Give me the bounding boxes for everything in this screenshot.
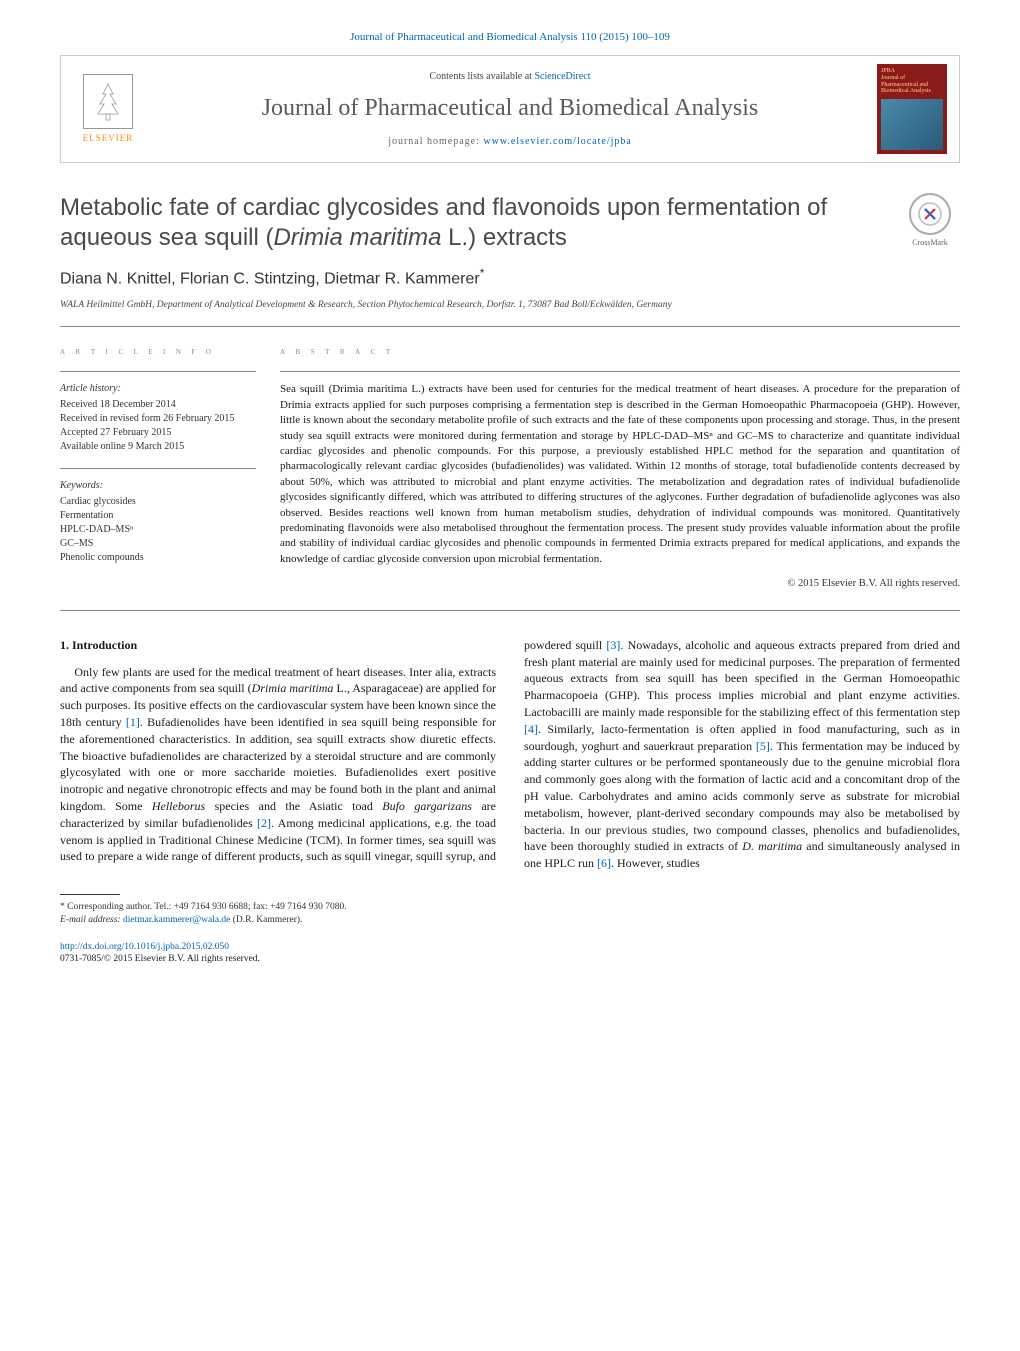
title-italic: Drimia maritima xyxy=(273,224,441,251)
history-line: Received 18 December 2014 xyxy=(60,398,256,412)
keywords-label: Keywords: xyxy=(60,479,256,493)
article-title: Metabolic fate of cardiac glycosides and… xyxy=(60,193,880,253)
footnote-block: * Corresponding author. Tel.: +49 7164 9… xyxy=(60,894,960,927)
rule-meta-1 xyxy=(60,371,256,372)
ref-link[interactable]: [6] xyxy=(597,856,611,870)
issn-copyright: 0731-7085/© 2015 Elsevier B.V. All right… xyxy=(60,953,960,966)
body-text: species and the Asiatic toad xyxy=(205,799,382,813)
cover-image xyxy=(881,99,943,151)
ref-link[interactable]: [2] xyxy=(257,816,271,830)
journal-center: Contents lists available at ScienceDirec… xyxy=(155,70,865,150)
rule-meta-2 xyxy=(60,468,256,469)
email-link[interactable]: dietmar.kammerer@wala.de xyxy=(123,915,230,925)
rule-bottom xyxy=(60,610,960,611)
history-label: Article history: xyxy=(60,382,256,396)
history-line: Received in revised form 26 February 201… xyxy=(60,412,256,426)
abstract-col: a b s t r a c t Sea squill (Drimia marit… xyxy=(280,345,960,591)
homepage-prefix: journal homepage: xyxy=(388,136,483,147)
journal-header-line: Journal of Pharmaceutical and Biomedical… xyxy=(60,30,960,45)
authors: Diana N. Knittel, Florian C. Stintzing, … xyxy=(60,265,960,291)
ref-link[interactable]: [4] xyxy=(524,722,538,736)
affiliation: WALA Heilmittel GmbH, Department of Anal… xyxy=(60,299,960,312)
keyword: Phenolic compounds xyxy=(60,551,256,565)
ref-link[interactable]: [3] xyxy=(606,638,620,652)
keyword: Fermentation xyxy=(60,509,256,523)
journal-homepage: journal homepage: www.elsevier.com/locat… xyxy=(155,135,865,149)
body-text: . This fermentation may be induced by ad… xyxy=(524,739,960,854)
history-block: Article history: Received 18 December 20… xyxy=(60,382,256,454)
elsevier-tree-icon xyxy=(83,74,133,129)
body-italic: Bufo gargarizans xyxy=(382,799,472,813)
elsevier-logo: ELSEVIER xyxy=(73,69,143,149)
copyright: © 2015 Elsevier B.V. All rights reserved… xyxy=(280,577,960,592)
history-line: Available online 9 March 2015 xyxy=(60,440,256,454)
section-heading: 1. Introduction xyxy=(60,637,496,654)
ref-link[interactable]: [5] xyxy=(756,739,770,753)
ref-link[interactable]: [1] xyxy=(126,715,140,729)
history-line: Accepted 27 February 2015 xyxy=(60,426,256,440)
keyword: GC–MS xyxy=(60,537,256,551)
doi-block: http://dx.doi.org/10.1016/j.jpba.2015.02… xyxy=(60,941,960,967)
rule-top xyxy=(60,326,960,327)
keyword: HPLC-DAD–MSⁿ xyxy=(60,523,256,537)
email-label: E-mail address: xyxy=(60,915,123,925)
email-tail: (D.R. Kammerer). xyxy=(230,915,302,925)
abstract-text: Sea squill (Drimia maritima L.) extracts… xyxy=(280,382,960,567)
contents-prefix: Contents lists available at xyxy=(429,71,534,82)
body-italic: Helleborus xyxy=(152,799,205,813)
title-row: Metabolic fate of cardiac glycosides and… xyxy=(60,193,960,253)
body-columns: 1. Introduction Only few plants are used… xyxy=(60,637,960,872)
body-para: Only few plants are used for the medical… xyxy=(60,637,960,872)
keywords-block: Keywords: Cardiac glycosides Fermentatio… xyxy=(60,479,256,565)
corr-marker: * xyxy=(480,266,485,280)
journal-title: Journal of Pharmaceutical and Biomedical… xyxy=(155,92,865,126)
elsevier-name: ELSEVIER xyxy=(83,132,134,145)
homepage-link[interactable]: www.elsevier.com/locate/jpba xyxy=(483,136,631,147)
sciencedirect-link[interactable]: ScienceDirect xyxy=(534,71,590,82)
cover-label-bottom: Journal of Pharmaceutical and Biomedical… xyxy=(881,75,943,95)
body-italic: D. maritima xyxy=(742,839,802,853)
rule-abstract xyxy=(280,371,960,372)
doi-link[interactable]: http://dx.doi.org/10.1016/j.jpba.2015.02… xyxy=(60,942,229,952)
crossmark-badge[interactable]: CrossMark xyxy=(900,193,960,253)
title-part-2: L.) extracts xyxy=(441,224,566,251)
body-text: . However, studies xyxy=(611,856,700,870)
footnote-corr: * Corresponding author. Tel.: +49 7164 9… xyxy=(60,901,960,914)
body-italic: Drimia maritima xyxy=(252,681,334,695)
article-info-col: a r t i c l e i n f o Article history: R… xyxy=(60,345,280,591)
crossmark-label: CrossMark xyxy=(912,237,948,248)
cover-label-top: JPBA xyxy=(881,68,943,75)
contents-line: Contents lists available at ScienceDirec… xyxy=(155,70,865,84)
article-info-heading: a r t i c l e i n f o xyxy=(60,345,256,359)
author-list: Diana N. Knittel, Florian C. Stintzing, … xyxy=(60,271,480,288)
journal-cover: JPBA Journal of Pharmaceutical and Biome… xyxy=(877,64,947,154)
journal-masthead: ELSEVIER Contents lists available at Sci… xyxy=(60,55,960,163)
footnote-rule xyxy=(60,894,120,895)
abstract-heading: a b s t r a c t xyxy=(280,345,960,359)
crossmark-icon xyxy=(909,193,951,235)
meta-abstract-row: a r t i c l e i n f o Article history: R… xyxy=(60,345,960,591)
keyword: Cardiac glycosides xyxy=(60,495,256,509)
footnote-email-line: E-mail address: dietmar.kammerer@wala.de… xyxy=(60,914,960,927)
